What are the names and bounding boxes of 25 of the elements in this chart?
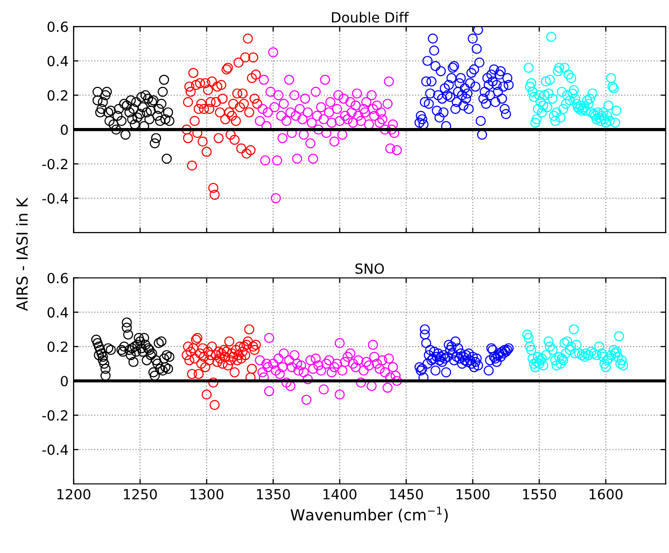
y-tick-label: -0.4 [42,193,68,204]
y-tick-label: -0.4 [42,444,68,456]
chart-title: SNO [355,263,384,274]
y-tick-label: 0.2 [48,342,68,352]
y-tick-label: 0.6 [48,22,68,32]
x-tick-label: 1550 [523,488,556,500]
y-tick-label: 0.2 [48,90,68,101]
y-axis-title: AIRS - IASI in K [16,197,28,311]
y-tick-label: 0.4 [48,307,68,318]
y-tick-label: 0 [60,376,68,386]
y-tick-label: 0.4 [48,56,68,66]
y-tick-label: 0 [60,124,68,136]
x-tick-label: 1200 [57,488,90,500]
y-tick-label: -0.2 [42,158,68,170]
x-tick-label: 1350 [257,488,290,500]
x-tick-label: 1600 [590,488,623,500]
y-tick-label: 0.6 [48,272,68,284]
x-tick-label: 1450 [390,488,423,500]
x-tick-label: 1250 [124,488,157,500]
x-tick-label: 1400 [324,488,356,500]
chart-title: Double Diff [332,12,409,23]
x-tick-label: 1300 [190,488,224,500]
x-axis-title: Wavenumber (cm$^{−1}$) [290,506,448,522]
x-tick-label: 1500 [456,488,490,500]
y-tick-label: -0.2 [42,410,68,421]
